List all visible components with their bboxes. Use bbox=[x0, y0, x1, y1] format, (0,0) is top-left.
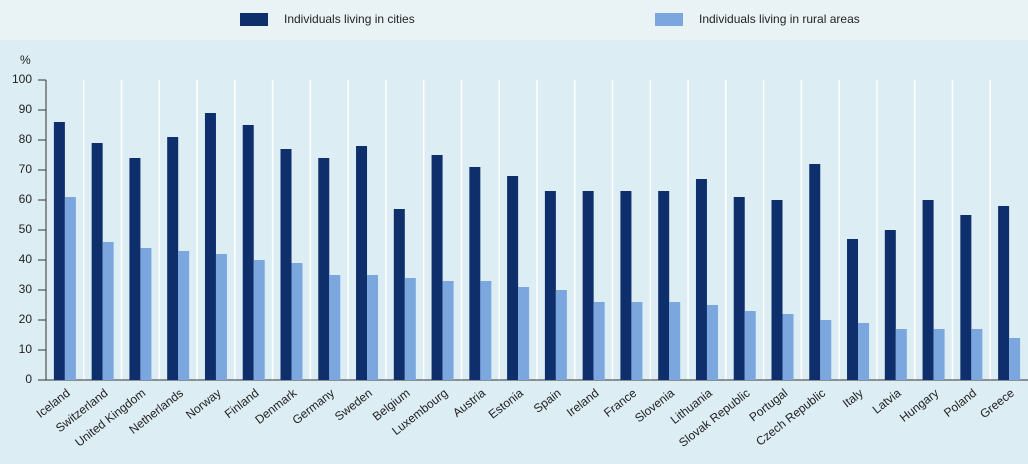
bar bbox=[706, 305, 718, 380]
y-tick-label: 100 bbox=[12, 72, 32, 86]
y-axis-label: % bbox=[20, 53, 31, 67]
bar bbox=[620, 191, 632, 380]
bar bbox=[129, 158, 141, 380]
bar bbox=[215, 254, 227, 380]
y-tick-label: 10 bbox=[19, 342, 33, 356]
legend-swatch bbox=[240, 13, 268, 26]
bar bbox=[518, 287, 530, 380]
bar bbox=[582, 191, 594, 380]
bar bbox=[431, 155, 443, 380]
y-tick-label: 40 bbox=[19, 252, 33, 266]
y-tick-label: 0 bbox=[25, 372, 32, 386]
bar bbox=[393, 209, 405, 380]
bar bbox=[442, 281, 454, 380]
legend-label: Individuals living in rural areas bbox=[699, 12, 860, 26]
bar bbox=[91, 143, 103, 380]
bar bbox=[782, 314, 794, 380]
bar bbox=[922, 200, 934, 380]
bar bbox=[280, 149, 292, 380]
bar bbox=[544, 191, 556, 380]
bar bbox=[329, 275, 341, 380]
legend-swatch bbox=[655, 13, 683, 26]
bar bbox=[847, 239, 859, 380]
y-tick-label: 70 bbox=[19, 162, 33, 176]
bar bbox=[695, 179, 707, 380]
bar bbox=[771, 200, 783, 380]
bar bbox=[64, 197, 76, 380]
bar bbox=[933, 329, 945, 380]
bar bbox=[204, 113, 216, 380]
legend-label: Individuals living in cities bbox=[284, 12, 415, 26]
bar bbox=[555, 290, 567, 380]
bar bbox=[733, 197, 745, 380]
bar bbox=[367, 275, 379, 380]
bar bbox=[53, 122, 65, 380]
bar bbox=[102, 242, 114, 380]
bar bbox=[744, 311, 756, 380]
bar bbox=[167, 137, 179, 380]
bar bbox=[242, 125, 254, 380]
bar bbox=[669, 302, 681, 380]
bar bbox=[469, 167, 481, 380]
legend-band bbox=[0, 0, 1028, 40]
y-tick-label: 20 bbox=[19, 312, 33, 326]
bar bbox=[998, 206, 1010, 380]
y-tick-label: 80 bbox=[19, 132, 33, 146]
y-tick-label: 50 bbox=[19, 222, 33, 236]
bar bbox=[895, 329, 907, 380]
bar bbox=[1009, 338, 1021, 380]
bar bbox=[480, 281, 492, 380]
bar bbox=[631, 302, 643, 380]
bar bbox=[858, 323, 870, 380]
bar bbox=[971, 329, 983, 380]
y-tick-label: 30 bbox=[19, 282, 33, 296]
bar bbox=[658, 191, 670, 380]
bar bbox=[960, 215, 972, 380]
bar bbox=[820, 320, 832, 380]
bar bbox=[356, 146, 368, 380]
bar bbox=[140, 248, 152, 380]
bar bbox=[507, 176, 519, 380]
bar bbox=[884, 230, 896, 380]
bar bbox=[809, 164, 821, 380]
y-tick-label: 60 bbox=[19, 192, 33, 206]
bar bbox=[404, 278, 416, 380]
bar bbox=[178, 251, 190, 380]
bar bbox=[253, 260, 265, 380]
bar bbox=[593, 302, 605, 380]
bar bbox=[318, 158, 330, 380]
y-tick-label: 90 bbox=[19, 102, 33, 116]
bar bbox=[291, 263, 303, 380]
